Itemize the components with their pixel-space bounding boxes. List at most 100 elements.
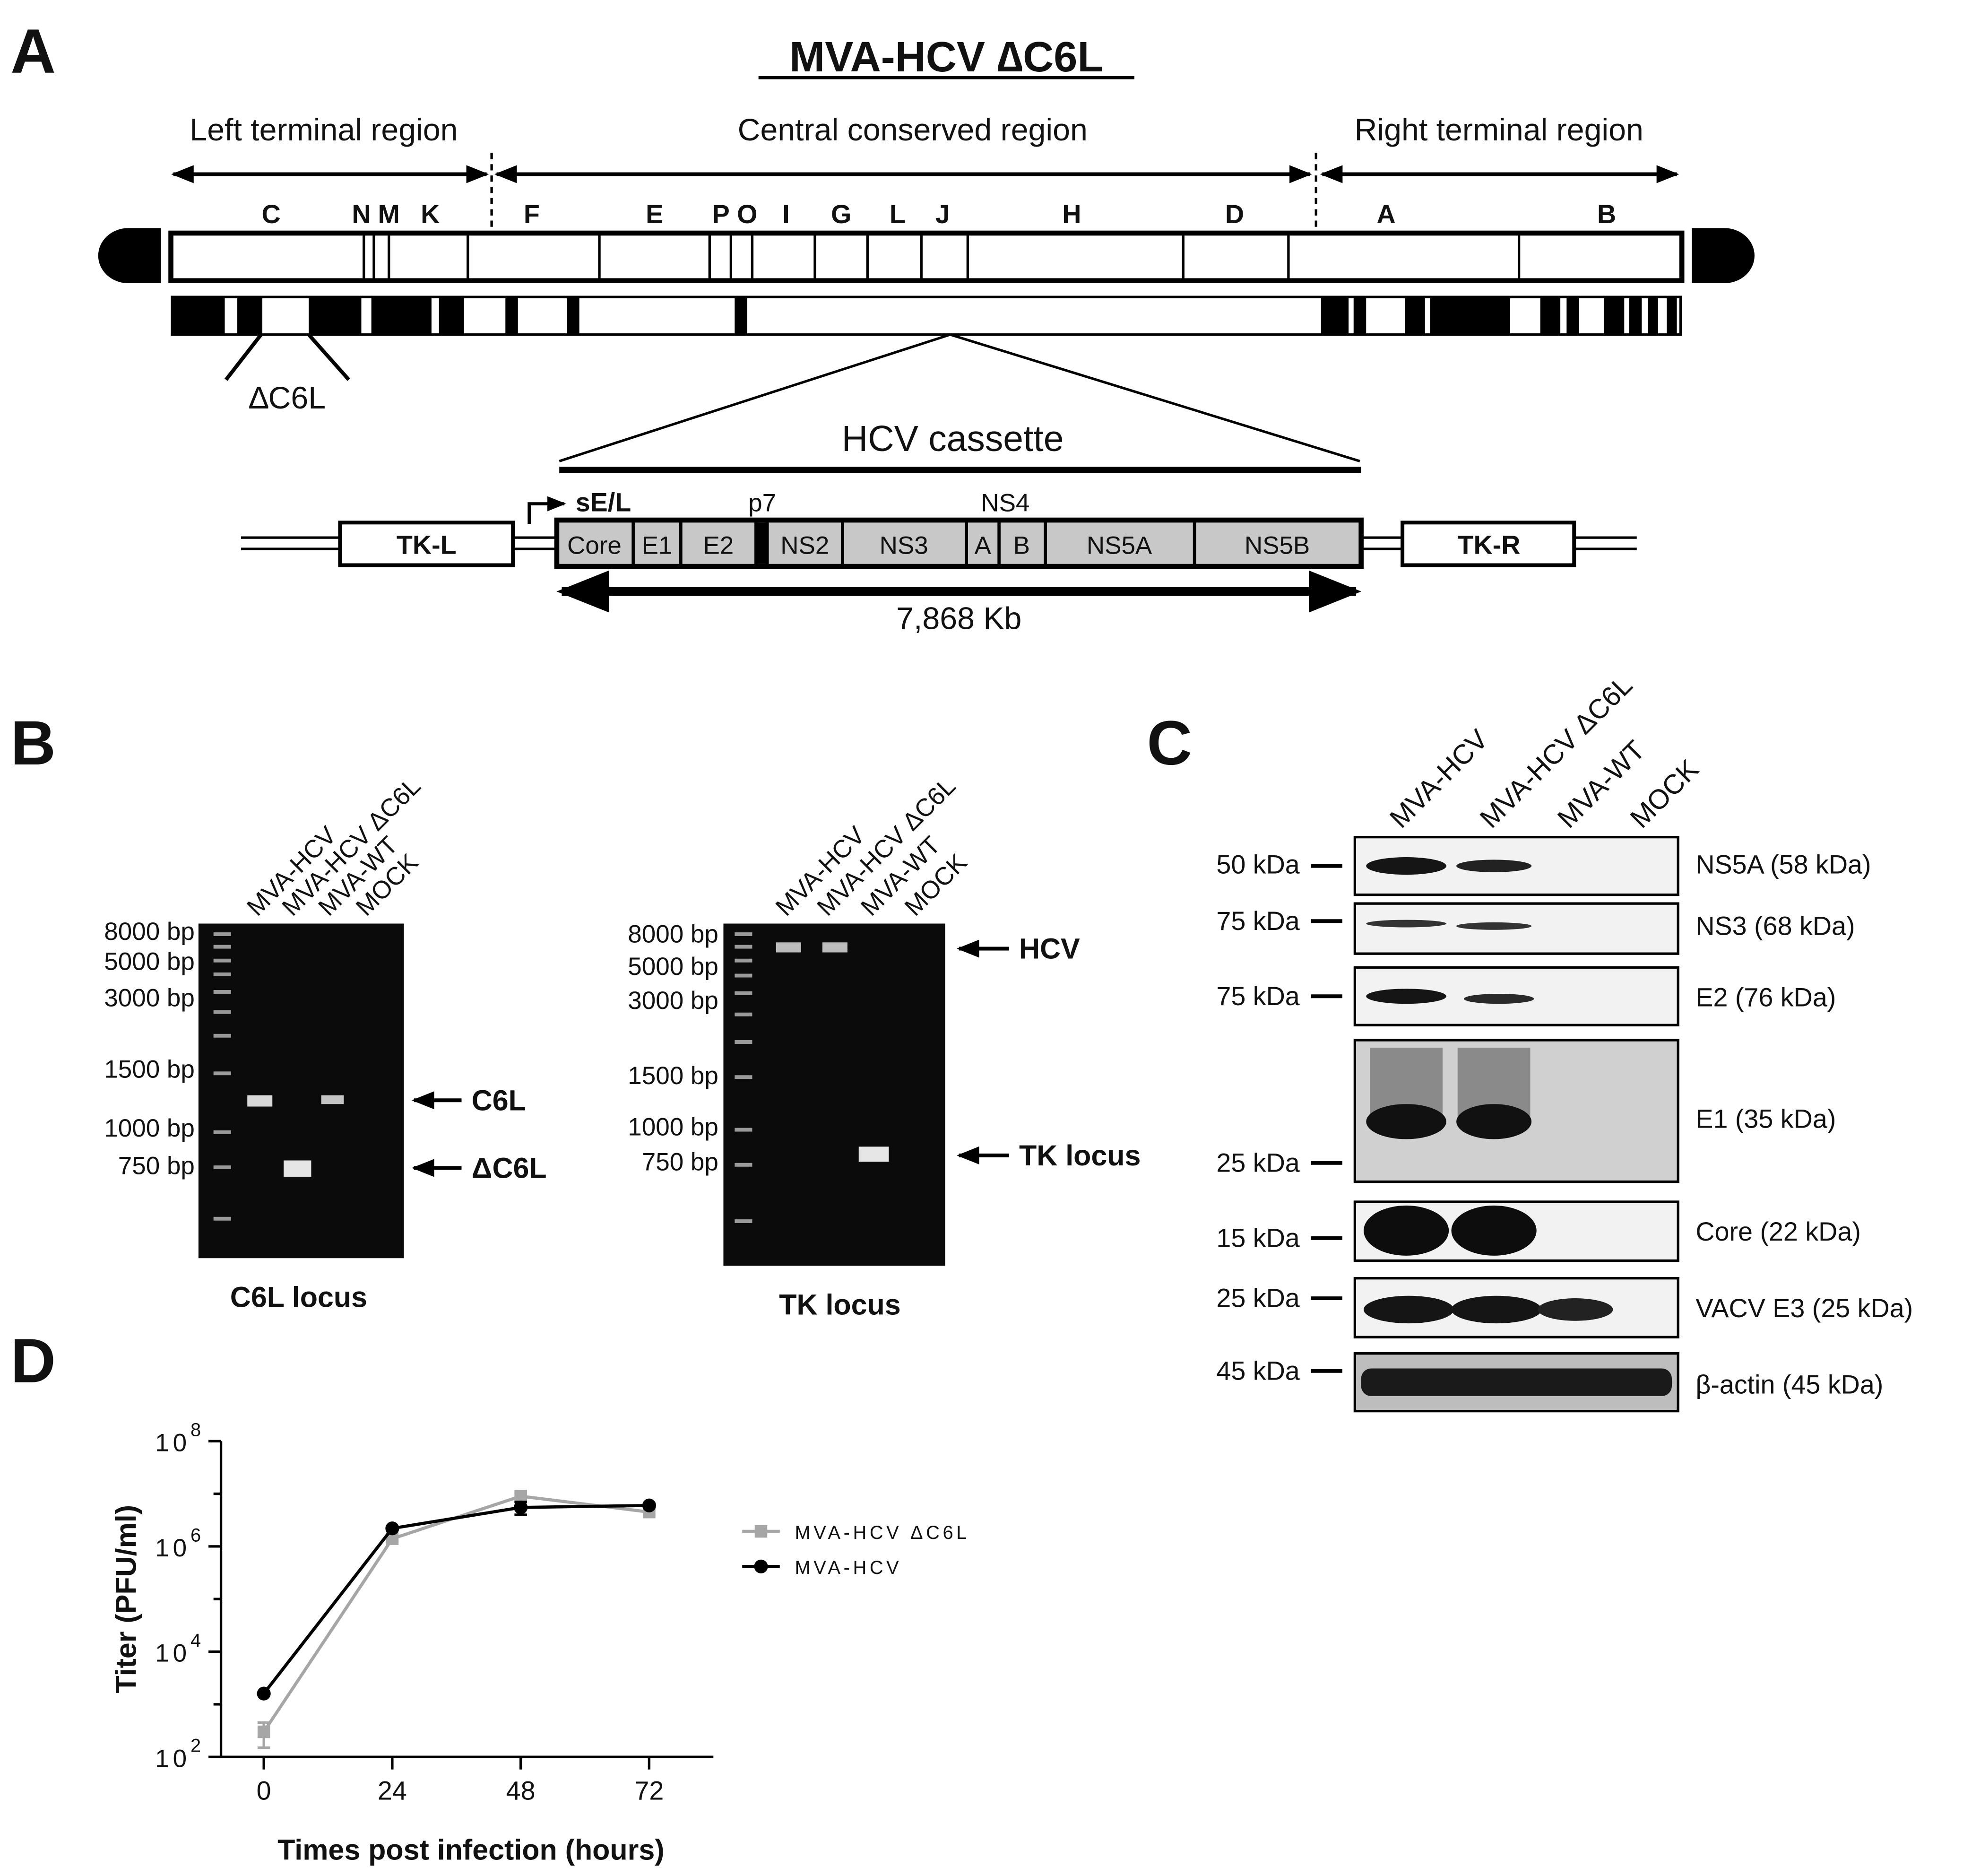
blot-protein-label: NS3 (68 kDa) [1695, 911, 1855, 940]
blot-band [1366, 857, 1446, 875]
series-line [262, 1503, 649, 1695]
p7-label: p7 [748, 489, 776, 517]
fragment-letter: M [378, 200, 400, 229]
lane-label: MVA-HCV [1384, 724, 1494, 834]
blot-protein-label: E1 (35 kDa) [1695, 1104, 1836, 1134]
region-right-label: Right terminal region [1355, 113, 1643, 148]
y-tick-exponent: 6 [190, 1525, 201, 1546]
panel-c: C MVA-HCV MVA-HCV ΔC6L MVA-WT MOCK 50 kD… [1147, 669, 1913, 1413]
cassette-expansion-line [559, 333, 951, 462]
fragment-letter: E [646, 200, 663, 229]
fragment-letter: A [1377, 200, 1396, 229]
blot-band [1451, 1295, 1542, 1324]
legend-swatch-marker [754, 1525, 768, 1538]
fragment-letter: B [1597, 200, 1616, 229]
x-tick-label: 72 [634, 1776, 664, 1805]
panel-letter-d: D [10, 1326, 56, 1396]
y-tick-label: 102 [155, 1736, 201, 1773]
blot-marker-label: 25 kDa [1216, 1148, 1299, 1177]
blot-band [1456, 922, 1532, 930]
data-point [642, 1498, 656, 1512]
band-label-delta-c6l: ΔC6L [472, 1152, 547, 1184]
data-point [514, 1500, 528, 1515]
blot-band [1451, 1205, 1537, 1256]
gene-label-ns5b: NS5B [1245, 532, 1310, 560]
chart-legend: MVA-HCV ΔC6L MVA-HCV [742, 1522, 970, 1578]
legend-swatch-marker [754, 1559, 768, 1573]
size-marker-label: 8000 bp [628, 920, 718, 948]
fragment-letter: K [421, 200, 440, 229]
genome-left-cap [98, 228, 161, 284]
y-tick-base: 10 [155, 1745, 190, 1772]
size-marker-label: 1500 bp [104, 1056, 195, 1084]
blot-band [1366, 920, 1446, 928]
fragment-letter: J [935, 200, 950, 229]
x-tick-label: 0 [257, 1776, 271, 1805]
blot-band [1456, 1104, 1532, 1139]
panel-b: B MVA-HCV MVA-HCV ΔC6L MVA-WT MOCK 8000 … [10, 708, 1141, 1321]
gel-band [858, 1146, 889, 1162]
panel-letter-c: C [1147, 708, 1192, 778]
blot-band [1538, 1298, 1613, 1321]
series-line [262, 1494, 649, 1733]
blot-band [1363, 1295, 1454, 1324]
y-axis-label: Titer (PFU/ml) [110, 1505, 142, 1694]
gel-band [284, 1160, 311, 1177]
tk-right-box [1401, 521, 1576, 567]
cassette-title: HCV cassette [842, 418, 1064, 459]
deletion-map-blocks [172, 297, 1677, 335]
gel-c6l-ladder [213, 932, 231, 1221]
blot-band [1366, 1104, 1446, 1139]
data-point [514, 1490, 527, 1503]
deletion-marker-line [225, 333, 263, 381]
y-tick-base: 10 [155, 1429, 190, 1457]
size-marker-label: 1000 bp [628, 1113, 718, 1141]
tk-right-label: TK-R [1458, 530, 1521, 560]
y-tick-base: 10 [155, 1534, 190, 1562]
blot-marker-label: 50 kDa [1216, 850, 1299, 879]
promoter-arrow [528, 496, 566, 524]
size-marker-label: 3000 bp [628, 987, 718, 1015]
gene-label-e1: E1 [642, 532, 673, 560]
gel-c6l-caption: C6L locus [230, 1281, 367, 1313]
fragment-letter: L [890, 200, 906, 229]
gel-tk-markers: 8000 bp 5000 bp 3000 bp 1500 bp 1000 bp … [628, 920, 718, 1176]
blot-protein-label: E2 (76 kDa) [1695, 982, 1836, 1012]
blot-protein-label: Core (22 kDa) [1695, 1217, 1861, 1246]
gel-tk-ladder [735, 932, 752, 1224]
promoter-label: sE/L [576, 487, 631, 517]
legend-label: MVA-HCV ΔC6L [795, 1522, 970, 1543]
y-tick-label: 108 [155, 1420, 201, 1457]
cassette-expansion-line [950, 333, 1360, 462]
fragment-letter: F [524, 200, 540, 229]
series-mva-hcv [257, 1498, 656, 1701]
size-marker-label: 1000 bp [104, 1114, 195, 1142]
cassette-size-label: 7,868 Kb [896, 601, 1021, 636]
fragment-letter: I [782, 200, 789, 229]
fragment-letters: C N M K F E P O I G L J H D A B [261, 200, 1616, 229]
ns4-label: NS4 [981, 489, 1029, 517]
hcv-gene-cassette [554, 517, 1364, 569]
gel-tk-image [723, 923, 945, 1266]
gel-band [822, 942, 847, 953]
y-tick-exponent: 8 [190, 1420, 201, 1441]
size-marker-label: 5000 bp [628, 953, 718, 981]
blot-marker-label: 75 kDa [1216, 906, 1299, 936]
fragment-letter: G [831, 200, 851, 229]
blot-protein-label: NS5A (58 kDa) [1695, 850, 1871, 879]
blot-band [1363, 1205, 1449, 1256]
blot-marker-label: 15 kDa [1216, 1223, 1299, 1252]
fragment-letter: N [352, 200, 371, 229]
blot-band [1463, 993, 1534, 1004]
size-marker-label: 5000 bp [104, 948, 195, 976]
panel-letter-b: B [10, 708, 56, 778]
x-tick-label: 48 [506, 1776, 536, 1805]
gel-band [321, 1095, 344, 1104]
x-axis-label: Times post infection (hours) [277, 1834, 664, 1866]
blot-marker-label: 45 kDa [1216, 1356, 1299, 1385]
panel-a: A MVA-HCV ∆C6L Left terminal region Cent… [10, 17, 1755, 636]
blot-band [1366, 989, 1446, 1004]
blot-marker-label: 75 kDa [1216, 981, 1299, 1011]
region-central-label: Central conserved region [738, 113, 1088, 148]
